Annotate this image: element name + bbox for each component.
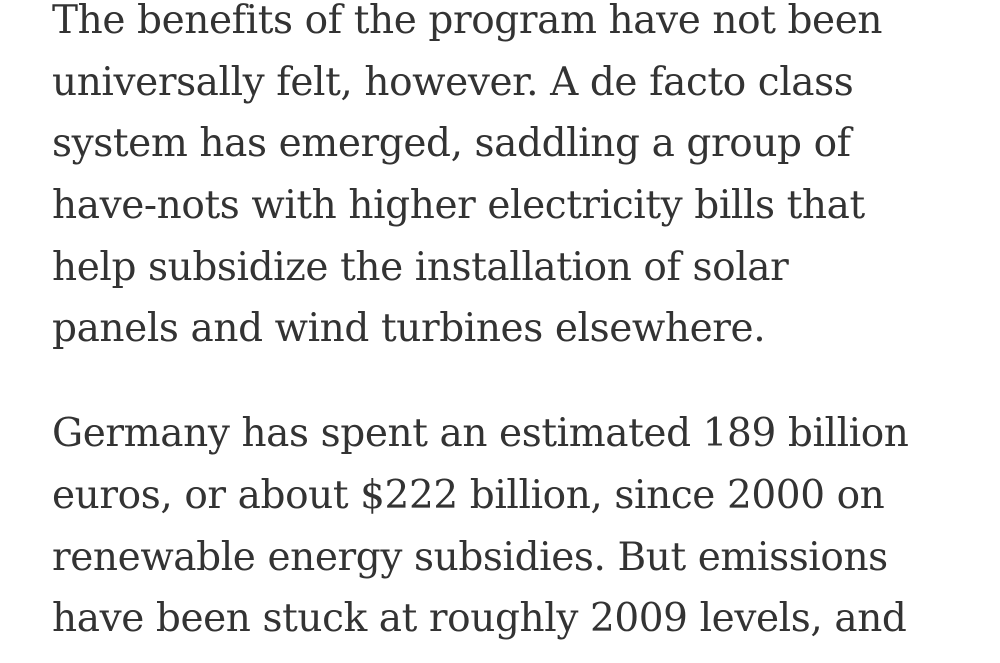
paragraph-line: have-nots with higher electricity bills … (52, 183, 865, 229)
article-paragraph: Germany has spent an estimated 189 billi… (52, 403, 972, 650)
paragraph-spacer (52, 360, 972, 403)
article-body: The benefits of the program have not bee… (52, 0, 972, 650)
article-paragraph: The benefits of the program have not bee… (52, 0, 972, 360)
paragraph-line: help subsidize the installation of solar (52, 244, 789, 290)
paragraph-line: universally felt, however. A de facto cl… (52, 59, 854, 105)
paragraph-line: euros, or about $222 billion, since 2000… (52, 472, 885, 518)
paragraph-line: The benefits of the program have not bee… (52, 0, 883, 43)
paragraph-line: have been stuck at roughly 2009 levels, … (52, 596, 907, 642)
paragraph-line: system has emerged, saddling a group of (52, 121, 851, 167)
paragraph-line: panels and wind turbines elsewhere. (52, 306, 766, 352)
paragraph-line: Germany has spent an estimated 189 billi… (52, 411, 909, 457)
paragraph-line: renewable energy subsidies. But emission… (52, 534, 888, 580)
